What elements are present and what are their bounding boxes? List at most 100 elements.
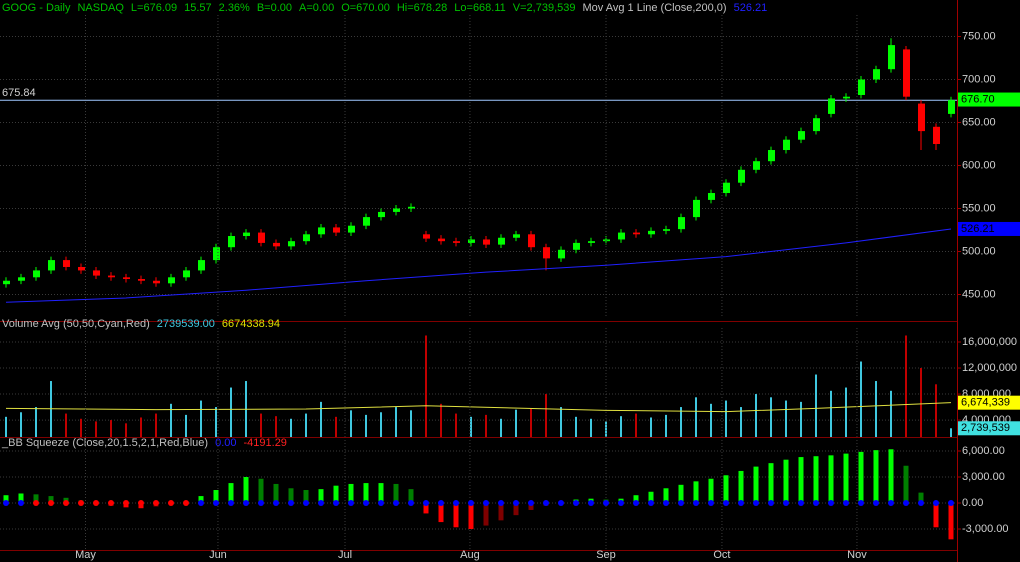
squeeze-dot bbox=[153, 500, 159, 507]
candle-body bbox=[183, 270, 190, 278]
candle-body bbox=[303, 234, 310, 242]
candle-body bbox=[333, 227, 340, 233]
bar bbox=[528, 503, 534, 510]
squeeze-dot bbox=[168, 500, 174, 507]
header-text: _BB Squeeze (Close,20,1.5,2,1,Red,Blue) bbox=[1, 437, 208, 449]
squeeze-dot bbox=[243, 500, 249, 507]
bar bbox=[33, 494, 39, 504]
bar bbox=[738, 470, 744, 504]
bar bbox=[423, 503, 429, 514]
candle-body bbox=[813, 118, 820, 132]
squeeze-dot bbox=[108, 500, 114, 507]
candle-body bbox=[648, 230, 655, 235]
bar bbox=[410, 410, 412, 437]
header-text: V=2,739,539 bbox=[513, 2, 576, 14]
y-tick-label: 550.00 bbox=[962, 202, 996, 214]
bar bbox=[243, 477, 249, 504]
bar bbox=[213, 490, 219, 504]
y-tick-label: 700.00 bbox=[962, 73, 996, 85]
bar bbox=[935, 384, 937, 437]
header-text: B=0.00 bbox=[257, 2, 292, 14]
squeeze-dot bbox=[543, 500, 549, 507]
squeeze-dot bbox=[843, 500, 849, 507]
header-text: A=0.00 bbox=[299, 2, 334, 14]
squeeze-dot bbox=[393, 500, 399, 507]
candle-body bbox=[168, 277, 175, 284]
candle-body bbox=[873, 69, 880, 80]
candle-body bbox=[423, 234, 430, 239]
candle-body bbox=[528, 234, 535, 248]
bar bbox=[950, 428, 952, 437]
bar bbox=[740, 407, 742, 437]
squeeze-dot bbox=[723, 500, 729, 507]
bar bbox=[290, 418, 292, 437]
squeeze-dot bbox=[738, 500, 744, 507]
bar bbox=[335, 416, 337, 437]
squeeze-dot bbox=[213, 500, 219, 507]
x-tick-label: Nov bbox=[847, 549, 867, 561]
squeeze-dot bbox=[468, 500, 474, 507]
squeeze-dot bbox=[453, 500, 459, 507]
candle-body bbox=[33, 270, 40, 278]
bar bbox=[65, 413, 67, 437]
header-text: Mov Avg 1 Line (Close,200,0) bbox=[582, 2, 726, 14]
candle-body bbox=[543, 247, 550, 259]
candle-body bbox=[348, 225, 355, 233]
price-line-label: 675.84 bbox=[2, 87, 36, 99]
x-tick-label: Sep bbox=[596, 549, 616, 561]
squeeze-dot bbox=[123, 500, 129, 507]
candle-body bbox=[828, 98, 835, 114]
bar bbox=[785, 400, 787, 437]
bar bbox=[513, 503, 519, 516]
bar bbox=[678, 484, 684, 504]
bar bbox=[815, 374, 817, 437]
bar bbox=[888, 449, 894, 504]
bar bbox=[35, 407, 37, 437]
candle-body bbox=[843, 96, 850, 99]
bar bbox=[470, 416, 472, 437]
header-text: Lo=668.11 bbox=[454, 2, 506, 14]
squeeze-dot bbox=[693, 500, 699, 507]
bar bbox=[455, 413, 457, 437]
y-tick-label: 0.00 bbox=[962, 497, 983, 509]
candle-body bbox=[903, 49, 910, 97]
bar bbox=[200, 400, 202, 437]
x-tick-label: Jun bbox=[209, 549, 227, 561]
bar bbox=[500, 418, 502, 437]
bar bbox=[933, 503, 939, 528]
bar bbox=[890, 390, 892, 437]
bar bbox=[185, 414, 187, 437]
bar bbox=[695, 397, 697, 437]
squeeze-dot bbox=[708, 500, 714, 507]
candle-body bbox=[888, 45, 895, 70]
candle-body bbox=[93, 270, 100, 276]
bar bbox=[708, 478, 714, 504]
candle-body bbox=[708, 193, 715, 200]
bar bbox=[483, 503, 489, 526]
y-tick-label: 500.00 bbox=[962, 245, 996, 257]
candle-body bbox=[483, 239, 490, 245]
bar bbox=[348, 483, 354, 504]
candle-body bbox=[273, 242, 280, 247]
average-line bbox=[5, 402, 952, 413]
candle-body bbox=[858, 79, 865, 95]
bar bbox=[575, 416, 577, 437]
squeeze-dot bbox=[63, 500, 69, 507]
bar bbox=[755, 394, 757, 437]
price-marker-label: 2,739,539 bbox=[961, 422, 1010, 434]
candle-body bbox=[153, 280, 160, 284]
bar bbox=[710, 403, 712, 437]
bar bbox=[725, 400, 727, 437]
candle-body bbox=[738, 169, 745, 183]
candle-body bbox=[213, 247, 220, 261]
candle-body bbox=[933, 126, 940, 144]
header-text: Volume Avg (50,50,Cyan,Red) bbox=[2, 318, 150, 330]
candle-body bbox=[18, 277, 25, 281]
squeeze-dot bbox=[483, 500, 489, 507]
bar bbox=[393, 483, 399, 504]
bar bbox=[663, 488, 669, 504]
squeeze-dot bbox=[228, 500, 234, 507]
squeeze-dot bbox=[813, 500, 819, 507]
x-tick-label: Aug bbox=[460, 549, 480, 561]
candle-body bbox=[663, 229, 670, 231]
